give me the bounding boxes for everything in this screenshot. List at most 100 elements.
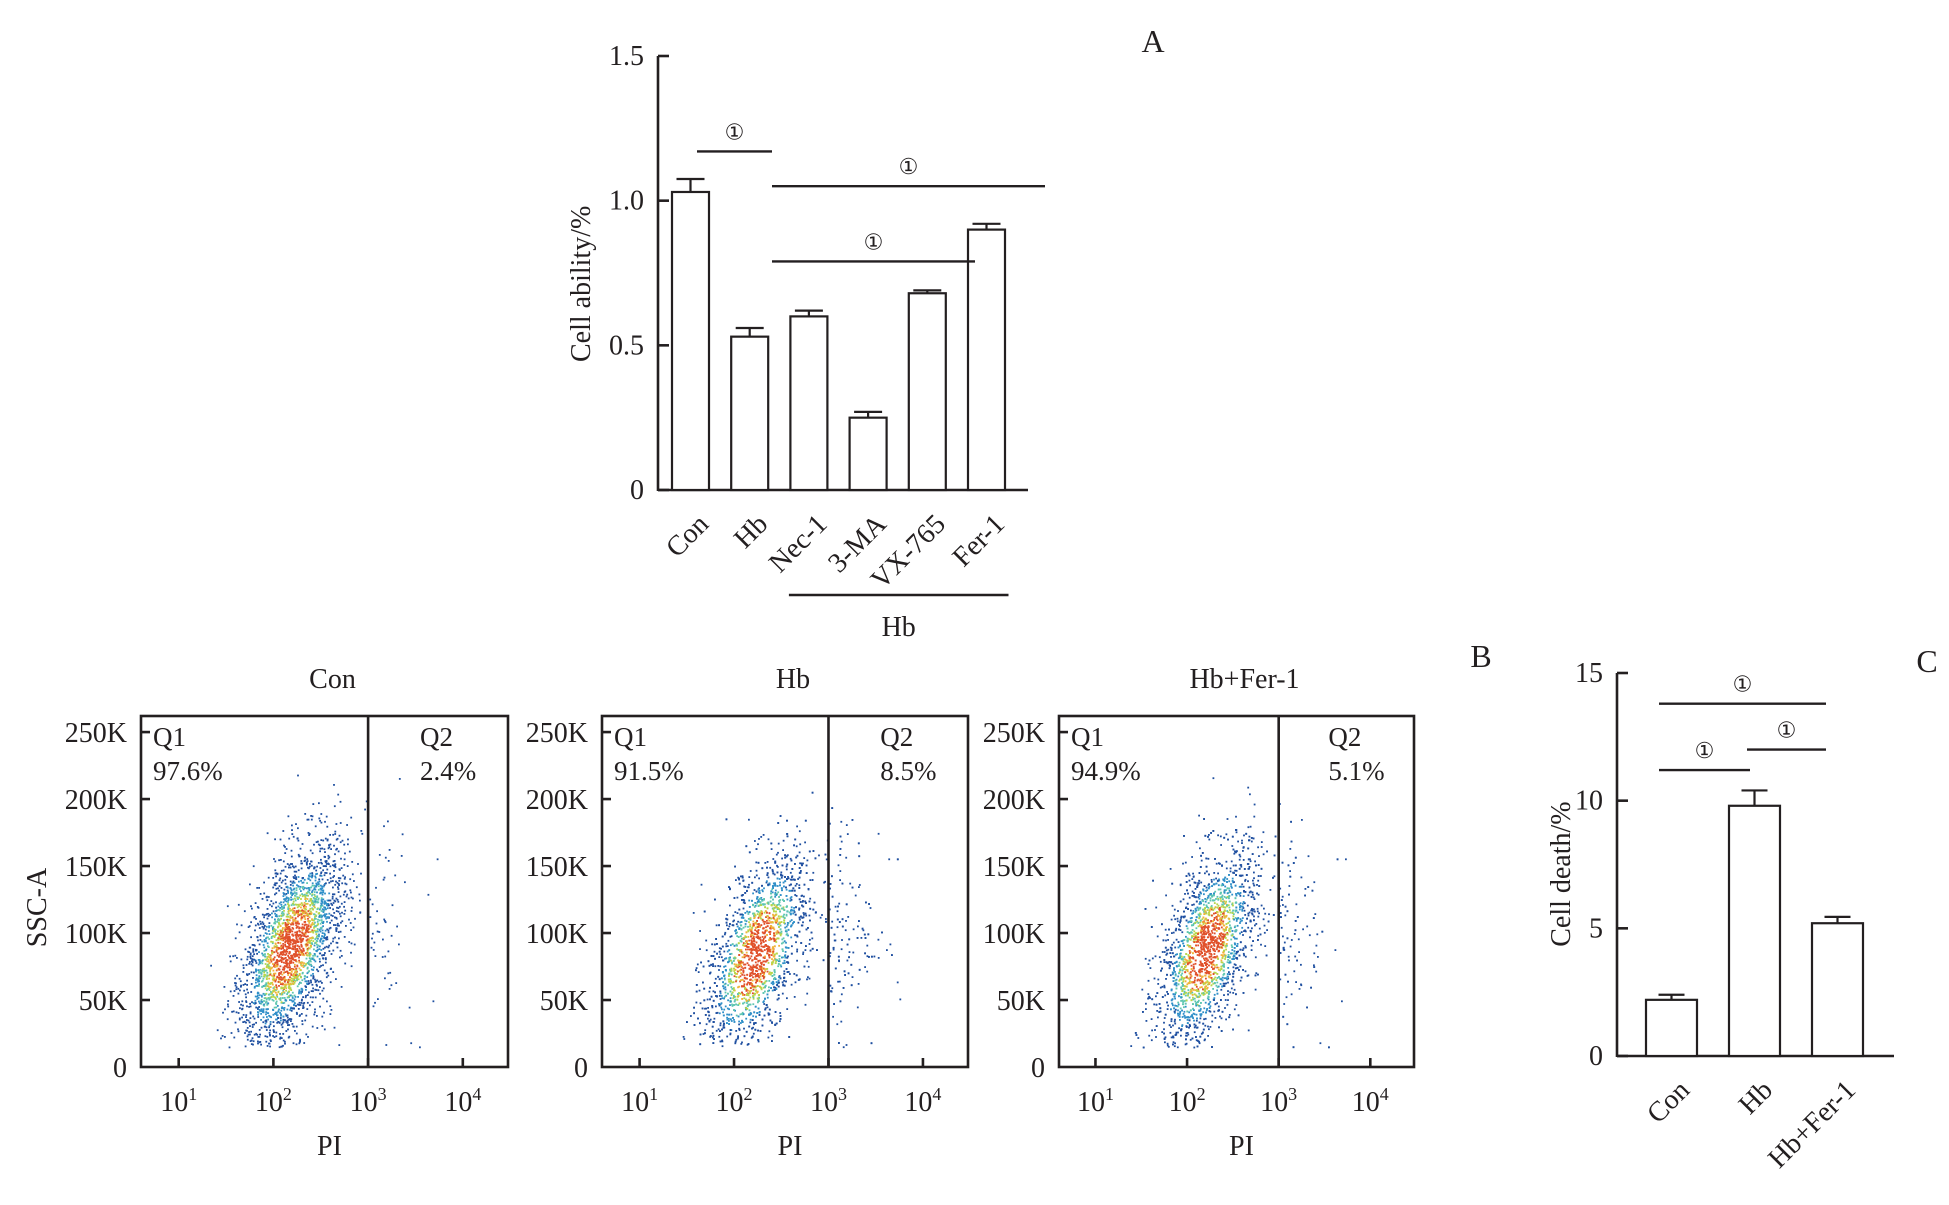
scatter-point [337,931,340,933]
scatter-point [772,961,774,963]
scatter-point [308,875,311,878]
scatter-point [777,915,780,918]
scatter-point [247,950,249,953]
scatter-point [764,906,766,909]
scatter-point [769,933,771,935]
scatter-point [282,1033,285,1035]
scatter-point [333,875,335,877]
scatter-point [249,883,251,886]
scatter-point [303,912,305,915]
scatter-point [288,969,291,971]
scatter-point [305,1033,308,1036]
scatter-point [292,907,294,910]
scatter-point [268,926,270,929]
scatter-point [317,883,320,885]
scatter-point [760,950,763,953]
scatter-point [766,959,768,962]
scatter-point [792,878,795,881]
scatter-point [774,939,776,942]
scatter-point [303,975,306,978]
scatter-point [335,927,338,930]
scatter-point [776,877,779,880]
scatter-point [744,919,746,922]
scatter-point [360,872,362,875]
scatter-point [802,862,804,865]
scatter-point [298,983,300,986]
scatter-point [750,951,752,954]
scatter-point [754,957,757,960]
scatter-point [777,822,780,824]
scatter-point [329,834,331,836]
scatter-point [760,924,763,927]
scatter-point [294,942,297,945]
scatter-point [764,930,767,932]
scatter-point [277,1021,280,1023]
scatter-point [325,938,328,941]
scatter-point [255,977,258,980]
scatter-point [755,981,757,984]
y-tick-label: 100K [65,919,127,950]
scatter-point [304,856,306,859]
scatter-point [272,963,274,965]
scatter-point [697,971,700,973]
scatter-point [775,906,777,908]
scatter-point [283,1001,286,1004]
scatter-point [296,950,299,952]
scatter-point [749,987,752,989]
scatter-point [278,1022,281,1024]
scatter-point [313,903,316,906]
scatter-point [735,979,738,982]
scatter-point [237,903,240,906]
scatter-point [282,943,285,945]
scatter-point [746,1008,749,1010]
scatter-point [745,987,747,990]
scatter-point [245,1014,248,1016]
scatter-point [378,931,381,933]
scatter-point [227,1003,229,1006]
scatter-point [306,944,309,946]
scatter-point [289,915,292,918]
scatter-point [282,927,284,929]
scatter-point [328,927,331,930]
scatter-point [283,953,285,956]
scatter-point [310,981,312,984]
scatter-point [763,982,766,984]
scatter-point [265,998,268,1001]
scatter-point [781,956,783,959]
scatter-point [289,930,292,933]
scatter-point [305,903,308,905]
scatter-point [267,915,270,917]
scatter-point [715,1005,717,1008]
scatter-point [275,1000,278,1003]
scatter-point [796,934,798,937]
scatter-point [291,955,293,958]
scatter-point [749,975,751,977]
scatter-point [309,960,312,963]
scatter-point [725,818,728,821]
scatter-point [735,980,737,983]
scatter-point [830,926,833,929]
scatter-point [736,912,739,914]
scatter-point [300,992,302,995]
scatter-point [773,976,776,979]
scatter-point [841,918,844,921]
scatter-point [300,943,303,946]
scatter-point [751,1036,754,1038]
scatter-point [324,946,326,949]
scatter-point [313,866,316,869]
scatter-point [784,876,786,878]
q2-value: 2.4% [420,756,476,786]
scatter-point [318,919,321,922]
scatter-point [294,903,297,906]
scatter-point [220,1037,222,1040]
scatter-point [313,887,316,889]
scatter-point [772,858,775,860]
scatter-point [291,980,294,983]
scatter-point [772,926,775,929]
scatter-point [737,920,739,923]
scatter-point [311,919,314,921]
scatter-point [322,987,325,990]
scatter-point [323,1028,326,1031]
scatter-point [263,892,266,895]
scatter-point [737,1015,740,1018]
